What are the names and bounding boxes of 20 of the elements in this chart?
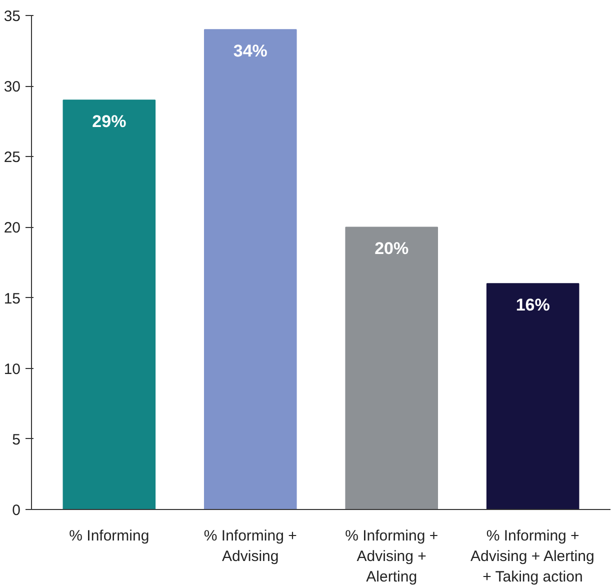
y-tick-label: 30 xyxy=(4,78,21,96)
y-tick-label: 20 xyxy=(4,220,21,237)
data-label: 29% xyxy=(92,112,126,132)
bar xyxy=(486,283,580,510)
x-tick-label: % Informing + Advising + Alerting + Taking action xyxy=(470,528,594,586)
bar xyxy=(204,29,297,510)
y-tick-label: 25 xyxy=(4,149,21,166)
data-label: 16% xyxy=(516,296,550,315)
data-label: 20% xyxy=(374,239,409,258)
data-label: 34% xyxy=(233,42,268,61)
x-tick-label: % Informing + Advising xyxy=(204,528,298,565)
y-tick-label: 10 xyxy=(4,360,21,378)
bar xyxy=(345,226,438,510)
bar xyxy=(62,100,156,510)
y-tick-label: 0 xyxy=(12,502,20,519)
x-tick-label: % Informing + Advising + Alerting xyxy=(345,528,438,586)
y-tick-label: 5 xyxy=(12,431,20,448)
y-tick-label: 15 xyxy=(4,290,21,308)
y-tick-label: 35 xyxy=(4,8,21,25)
x-tick-label: % Informing xyxy=(69,528,150,544)
